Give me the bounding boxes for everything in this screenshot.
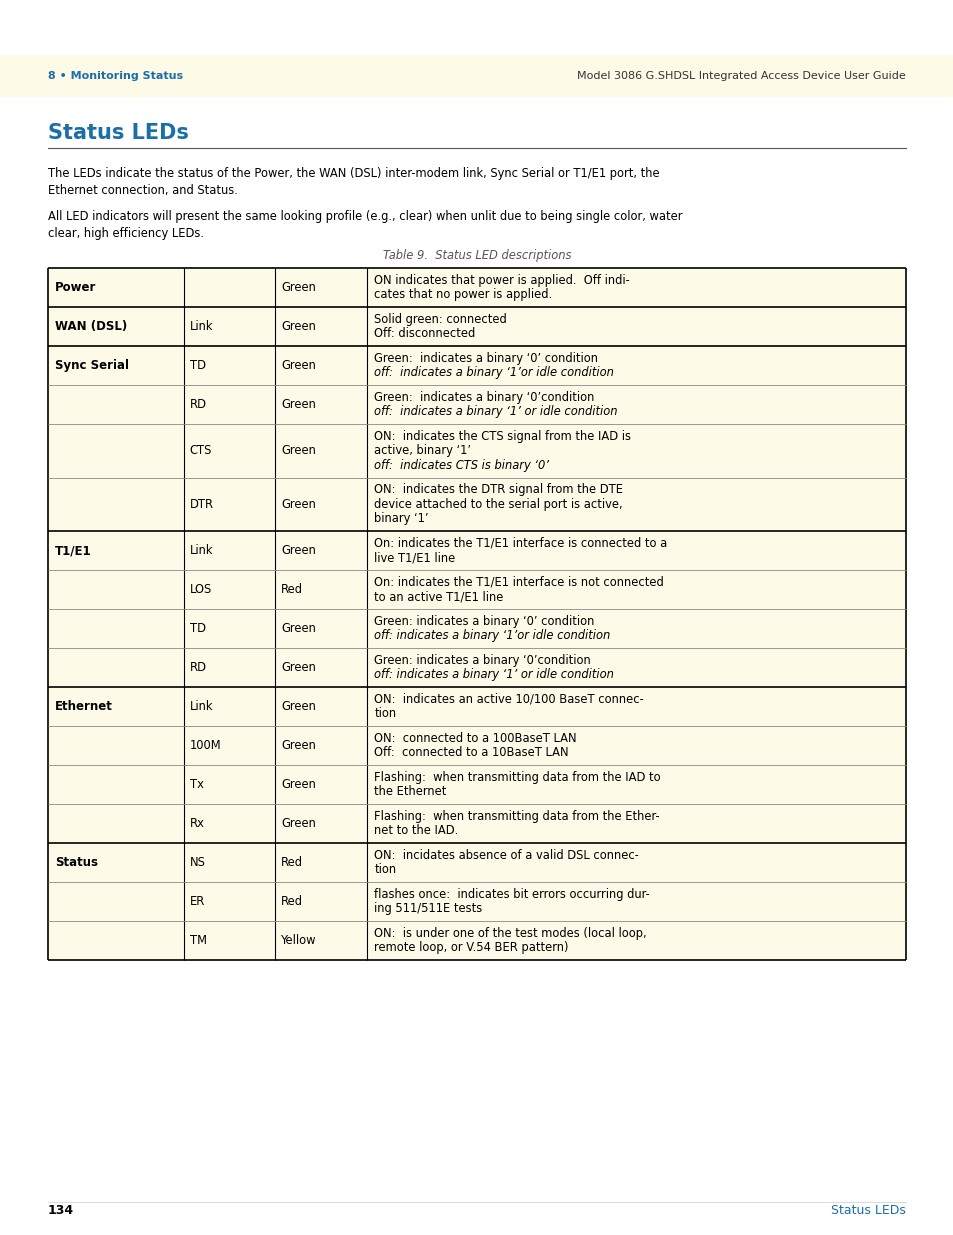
Text: Off:  connected to a 10BaseT LAN: Off: connected to a 10BaseT LAN bbox=[374, 746, 568, 760]
Text: off: indicates a binary ‘1’or idle condition: off: indicates a binary ‘1’or idle condi… bbox=[374, 630, 610, 642]
Text: off:  indicates CTS is binary ‘0’: off: indicates CTS is binary ‘0’ bbox=[374, 458, 549, 472]
Text: RD: RD bbox=[190, 661, 207, 674]
Text: Green: Green bbox=[281, 398, 315, 411]
Text: Status LEDs: Status LEDs bbox=[48, 124, 189, 143]
Text: Ethernet: Ethernet bbox=[55, 700, 112, 713]
Text: ON:  indicates the DTR signal from the DTE: ON: indicates the DTR signal from the DT… bbox=[374, 483, 622, 496]
Text: Green: Green bbox=[281, 739, 315, 752]
Text: The LEDs indicate the status of the Power, the WAN (DSL) inter-modem link, Sync : The LEDs indicate the status of the Powe… bbox=[48, 167, 659, 180]
Text: All LED indicators will present the same looking profile (e.g., clear) when unli: All LED indicators will present the same… bbox=[48, 210, 681, 224]
Text: Green: Green bbox=[281, 661, 315, 674]
Text: 8 • Monitoring Status: 8 • Monitoring Status bbox=[48, 70, 183, 82]
Text: ON:  connected to a 100BaseT LAN: ON: connected to a 100BaseT LAN bbox=[374, 732, 577, 745]
Text: TD: TD bbox=[190, 359, 205, 372]
Text: Red: Red bbox=[281, 895, 303, 908]
Text: Green: Green bbox=[281, 359, 315, 372]
Text: Status LEDs: Status LEDs bbox=[830, 1203, 905, 1216]
Text: Flashing:  when transmitting data from the IAD to: Flashing: when transmitting data from th… bbox=[374, 771, 660, 784]
Text: Green: Green bbox=[281, 700, 315, 713]
Text: Green: indicates a binary ‘0’ condition: Green: indicates a binary ‘0’ condition bbox=[374, 615, 594, 627]
Text: flashes once:  indicates bit errors occurring dur-: flashes once: indicates bit errors occur… bbox=[374, 888, 649, 900]
Text: 134: 134 bbox=[48, 1203, 74, 1216]
Text: CTS: CTS bbox=[190, 445, 212, 457]
Text: ON indicates that power is applied.  Off indi-: ON indicates that power is applied. Off … bbox=[374, 274, 629, 287]
Text: tion: tion bbox=[374, 708, 395, 720]
Text: Green: Green bbox=[281, 818, 315, 830]
Text: net to the IAD.: net to the IAD. bbox=[374, 824, 458, 837]
Text: tion: tion bbox=[374, 863, 395, 877]
Text: cates that no power is applied.: cates that no power is applied. bbox=[374, 288, 552, 301]
Text: TD: TD bbox=[190, 622, 205, 635]
Text: Green: Green bbox=[281, 445, 315, 457]
Text: TM: TM bbox=[190, 934, 207, 947]
Text: 100M: 100M bbox=[190, 739, 221, 752]
Text: active, binary ‘1’: active, binary ‘1’ bbox=[374, 445, 471, 457]
Text: off:  indicates a binary ‘1’ or idle condition: off: indicates a binary ‘1’ or idle cond… bbox=[374, 405, 617, 419]
Text: Solid green: connected: Solid green: connected bbox=[374, 312, 506, 326]
Text: Link: Link bbox=[190, 700, 213, 713]
Text: Green: Green bbox=[281, 622, 315, 635]
Text: DTR: DTR bbox=[190, 498, 213, 511]
Text: Green:  indicates a binary ‘0’condition: Green: indicates a binary ‘0’condition bbox=[374, 390, 594, 404]
Text: Status: Status bbox=[55, 856, 98, 869]
Text: ER: ER bbox=[190, 895, 205, 908]
Text: Flashing:  when transmitting data from the Ether-: Flashing: when transmitting data from th… bbox=[374, 810, 659, 823]
Text: live T1/E1 line: live T1/E1 line bbox=[374, 551, 455, 564]
Text: device attached to the serial port is active,: device attached to the serial port is ac… bbox=[374, 498, 622, 511]
Text: Rx: Rx bbox=[190, 818, 204, 830]
Text: ON:  indicates the CTS signal from the IAD is: ON: indicates the CTS signal from the IA… bbox=[374, 430, 631, 443]
Text: Green: Green bbox=[281, 498, 315, 511]
Text: off: indicates a binary ‘1’ or idle condition: off: indicates a binary ‘1’ or idle cond… bbox=[374, 668, 614, 682]
Text: binary ‘1’: binary ‘1’ bbox=[374, 513, 428, 525]
Text: the Ethernet: the Ethernet bbox=[374, 785, 446, 798]
Text: remote loop, or V.54 BER pattern): remote loop, or V.54 BER pattern) bbox=[374, 941, 568, 955]
Text: LOS: LOS bbox=[190, 583, 212, 597]
Text: ON:  incidates absence of a valid DSL connec-: ON: incidates absence of a valid DSL con… bbox=[374, 848, 639, 862]
Text: On: indicates the T1/E1 interface is not connected: On: indicates the T1/E1 interface is not… bbox=[374, 576, 663, 589]
Text: ON:  indicates an active 10/100 BaseT connec-: ON: indicates an active 10/100 BaseT con… bbox=[374, 693, 643, 705]
Text: Sync Serial: Sync Serial bbox=[55, 359, 129, 372]
Text: Green: indicates a binary ‘0’condition: Green: indicates a binary ‘0’condition bbox=[374, 653, 590, 667]
Bar bbox=[0, 56, 953, 98]
Text: Model 3086 G.SHDSL Integrated Access Device User Guide: Model 3086 G.SHDSL Integrated Access Dev… bbox=[577, 70, 905, 82]
Text: ON:  is under one of the test modes (local loop,: ON: is under one of the test modes (loca… bbox=[374, 926, 646, 940]
Text: Link: Link bbox=[190, 543, 213, 557]
Text: Red: Red bbox=[281, 583, 303, 597]
Bar bbox=[48, 268, 905, 960]
Text: Off: disconnected: Off: disconnected bbox=[374, 327, 475, 341]
Text: Ethernet connection, and Status.: Ethernet connection, and Status. bbox=[48, 184, 237, 198]
Text: to an active T1/E1 line: to an active T1/E1 line bbox=[374, 590, 503, 603]
Text: Red: Red bbox=[281, 856, 303, 869]
Text: Yellow: Yellow bbox=[281, 934, 316, 947]
Text: T1/E1: T1/E1 bbox=[55, 543, 91, 557]
Text: ing 511/511E tests: ing 511/511E tests bbox=[374, 903, 482, 915]
Text: Table 9.  Status LED descriptions: Table 9. Status LED descriptions bbox=[382, 249, 571, 263]
Text: Green: Green bbox=[281, 778, 315, 790]
Text: clear, high efficiency LEDs.: clear, high efficiency LEDs. bbox=[48, 227, 204, 240]
Text: Green:  indicates a binary ‘0’ condition: Green: indicates a binary ‘0’ condition bbox=[374, 352, 598, 364]
Text: Green: Green bbox=[281, 320, 315, 333]
Text: Tx: Tx bbox=[190, 778, 203, 790]
Text: NS: NS bbox=[190, 856, 205, 869]
Text: RD: RD bbox=[190, 398, 207, 411]
Text: off:  indicates a binary ‘1’or idle condition: off: indicates a binary ‘1’or idle condi… bbox=[374, 367, 614, 379]
Text: Power: Power bbox=[55, 282, 96, 294]
Text: Link: Link bbox=[190, 320, 213, 333]
Text: Green: Green bbox=[281, 543, 315, 557]
Text: On: indicates the T1/E1 interface is connected to a: On: indicates the T1/E1 interface is con… bbox=[374, 537, 667, 550]
Text: WAN (DSL): WAN (DSL) bbox=[55, 320, 127, 333]
Text: Green: Green bbox=[281, 282, 315, 294]
